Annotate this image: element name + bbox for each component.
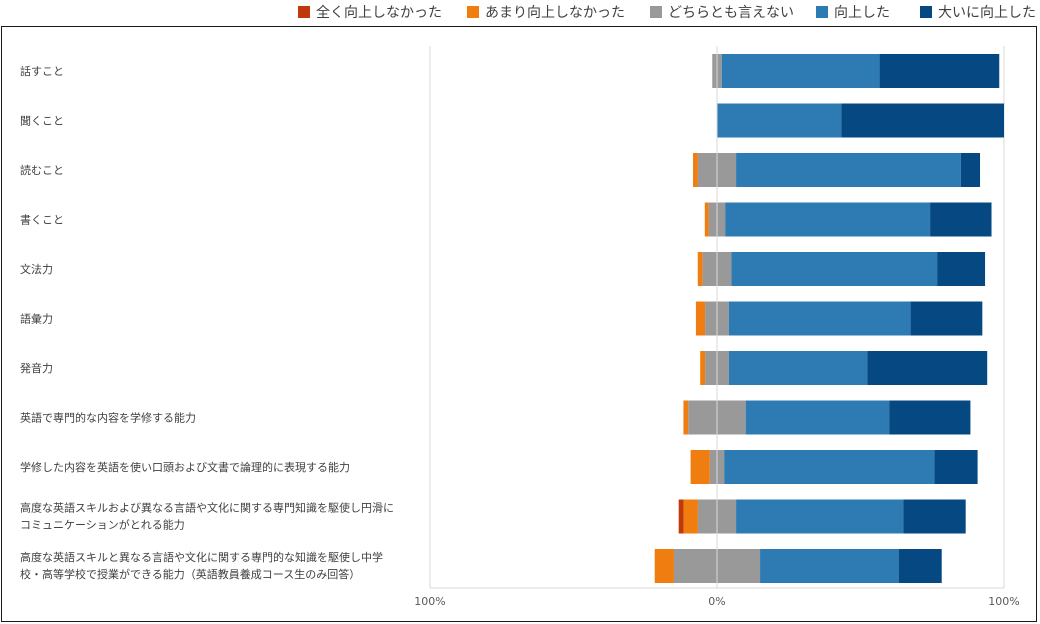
legend-item-neutral: どちらとも言えない xyxy=(650,2,794,22)
bar-segment xyxy=(867,351,988,385)
legend-item-improved: 向上した xyxy=(816,2,890,22)
x-tick-label: 100% xyxy=(414,595,445,608)
bar-segment xyxy=(700,351,706,385)
legend-label: あまり向上しなかった xyxy=(485,5,625,21)
category-label: 書くこと xyxy=(20,213,64,227)
bar-segment xyxy=(654,549,674,583)
bar-segment xyxy=(960,153,981,187)
bar-segment xyxy=(725,202,931,237)
bar-segment xyxy=(889,400,971,435)
bar-segment xyxy=(683,499,698,534)
bar-segment xyxy=(736,499,904,534)
bar-segment xyxy=(697,252,703,286)
bar-segment xyxy=(695,301,706,336)
bar-segment xyxy=(910,301,983,336)
category-label: 学修した内容を英語を使い口頭および文書で論理的に表現する能力 xyxy=(20,460,350,474)
category-label: 高度な英語スキルと異なる言語や文化に関する専門的な知識を駆使し中学 xyxy=(20,550,383,564)
bar-segment xyxy=(683,400,689,435)
legend-swatch xyxy=(920,6,932,18)
category-label: 話すこと xyxy=(20,64,64,78)
bar-segment xyxy=(736,153,961,187)
bar-segment xyxy=(841,103,1004,138)
bar-segment xyxy=(728,351,868,385)
chart-frame xyxy=(1,26,1037,622)
x-tick-label: 100% xyxy=(988,595,1019,608)
legend-label: 大いに向上した xyxy=(938,5,1036,21)
bar-segment xyxy=(879,54,1000,88)
legend-swatch xyxy=(816,6,828,18)
bar-segment xyxy=(745,400,890,435)
bar-segment xyxy=(721,54,880,88)
bar-segment xyxy=(930,202,992,237)
legend-swatch xyxy=(298,6,310,18)
chart-legend: 全く向上しなかった あまり向上しなかった どちらとも言えない 向上した 大いに向… xyxy=(0,0,1040,24)
category-label: 読むこと xyxy=(20,163,64,177)
bar-segment xyxy=(690,450,710,484)
bar-segment xyxy=(903,499,966,534)
bar-segment xyxy=(937,252,986,286)
legend-label: 向上した xyxy=(834,5,890,21)
bar-segment xyxy=(731,252,938,286)
category-label: 英語で専門的な内容を学修する能力 xyxy=(20,411,196,425)
category-label: 高度な英語スキルおよび異なる言語や文化に関する専門知識を駆使し円滑に xyxy=(20,501,394,515)
legend-item-not-much-improved: あまり向上しなかった xyxy=(467,2,625,22)
bar-segment xyxy=(717,103,842,138)
bar-segment xyxy=(760,549,899,583)
legend-label: 全く向上しなかった xyxy=(316,5,442,21)
category-label: 文法力 xyxy=(20,262,53,276)
legend-item-greatly-improved: 大いに向上した xyxy=(920,2,1036,22)
category-label: 校・高等学校で授業ができる能力（英語教員養成コース生のみ回答） xyxy=(20,567,360,581)
legend-swatch xyxy=(650,6,662,18)
category-label: 聞くこと xyxy=(20,115,64,128)
bar-segment xyxy=(724,450,935,484)
bar-segment xyxy=(898,549,942,583)
x-tick-label: 0% xyxy=(708,595,725,608)
legend-label: どちらとも言えない xyxy=(668,5,794,21)
category-label: 発音力 xyxy=(20,361,53,375)
bar-segment xyxy=(934,450,978,484)
bar-segment xyxy=(678,499,684,534)
bar-segment xyxy=(704,202,709,237)
bar-segment xyxy=(728,301,911,336)
legend-swatch xyxy=(467,6,479,18)
legend-item-not-improved-at-all: 全く向上しなかった xyxy=(298,2,442,22)
bar-segment xyxy=(693,153,698,187)
category-label: 語彙力 xyxy=(20,312,53,326)
category-label: コミュニケーションがとれる能力 xyxy=(20,518,185,532)
